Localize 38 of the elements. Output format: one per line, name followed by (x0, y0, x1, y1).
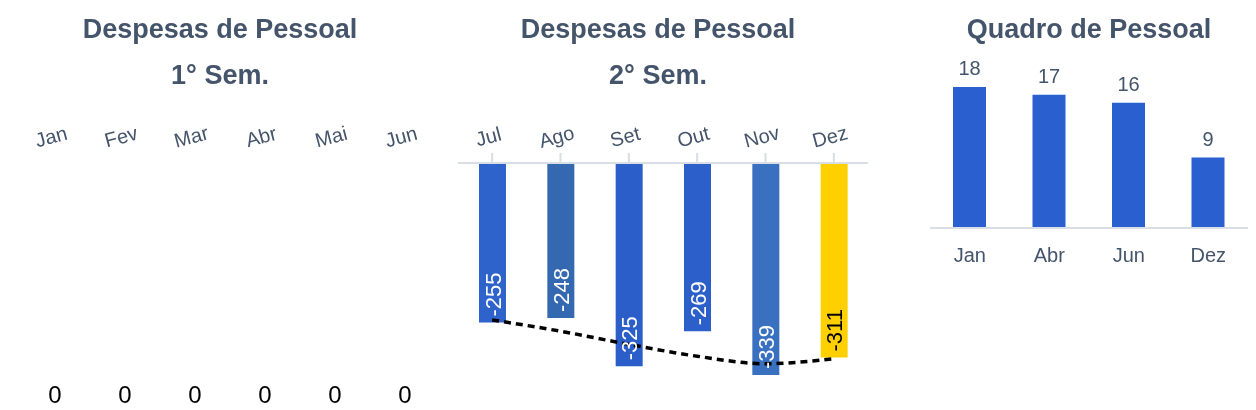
x-tick-label: Out (674, 121, 713, 152)
category-label: Fev (102, 121, 141, 152)
x-tick-label: Jun (1112, 244, 1145, 266)
data-label: 0 (188, 381, 202, 408)
data-label: 0 (328, 381, 342, 408)
x-tick-label: Abr (1033, 244, 1066, 266)
bar (953, 87, 986, 228)
data-label: -269 (685, 281, 711, 326)
data-label: 16 (1117, 72, 1140, 95)
bar (1032, 94, 1066, 228)
data-label: 17 (1037, 64, 1061, 87)
data-label: -311 (822, 309, 848, 352)
data-label: 18 (958, 57, 981, 79)
data-label: 0 (48, 381, 62, 408)
data-label: 0 (258, 381, 272, 408)
data-label: -255 (480, 272, 506, 317)
x-tick-label: Set (607, 121, 643, 152)
data-label: -325 (617, 316, 643, 361)
data-label: 0 (118, 381, 132, 408)
data-label: -248 (548, 268, 574, 313)
chart-title: Quadro de Pessoal (965, 13, 1213, 46)
bar (1191, 157, 1225, 228)
data-label: 0 (398, 381, 412, 408)
data-label: -339 (753, 324, 779, 369)
text: 1° Sem. (170, 59, 270, 92)
x-tick-label: Dez (1190, 244, 1227, 266)
bar (1112, 102, 1145, 228)
x-tick-label: Jan (953, 244, 986, 266)
chart-title: Despesas de Pessoal (519, 13, 797, 46)
x-tick-label: Dez (809, 121, 850, 152)
x-tick-label: Nov (741, 121, 782, 152)
category-label: Mai (312, 121, 350, 152)
data-label: 9 (1202, 127, 1214, 150)
x-tick-label: Jul (473, 122, 504, 151)
chart-subtitle: 2° Sem. (608, 59, 708, 92)
x-tick-label: Ago (536, 121, 577, 152)
text: Despesas de Pessoal (81, 13, 359, 46)
category-label: Mar (171, 121, 211, 152)
